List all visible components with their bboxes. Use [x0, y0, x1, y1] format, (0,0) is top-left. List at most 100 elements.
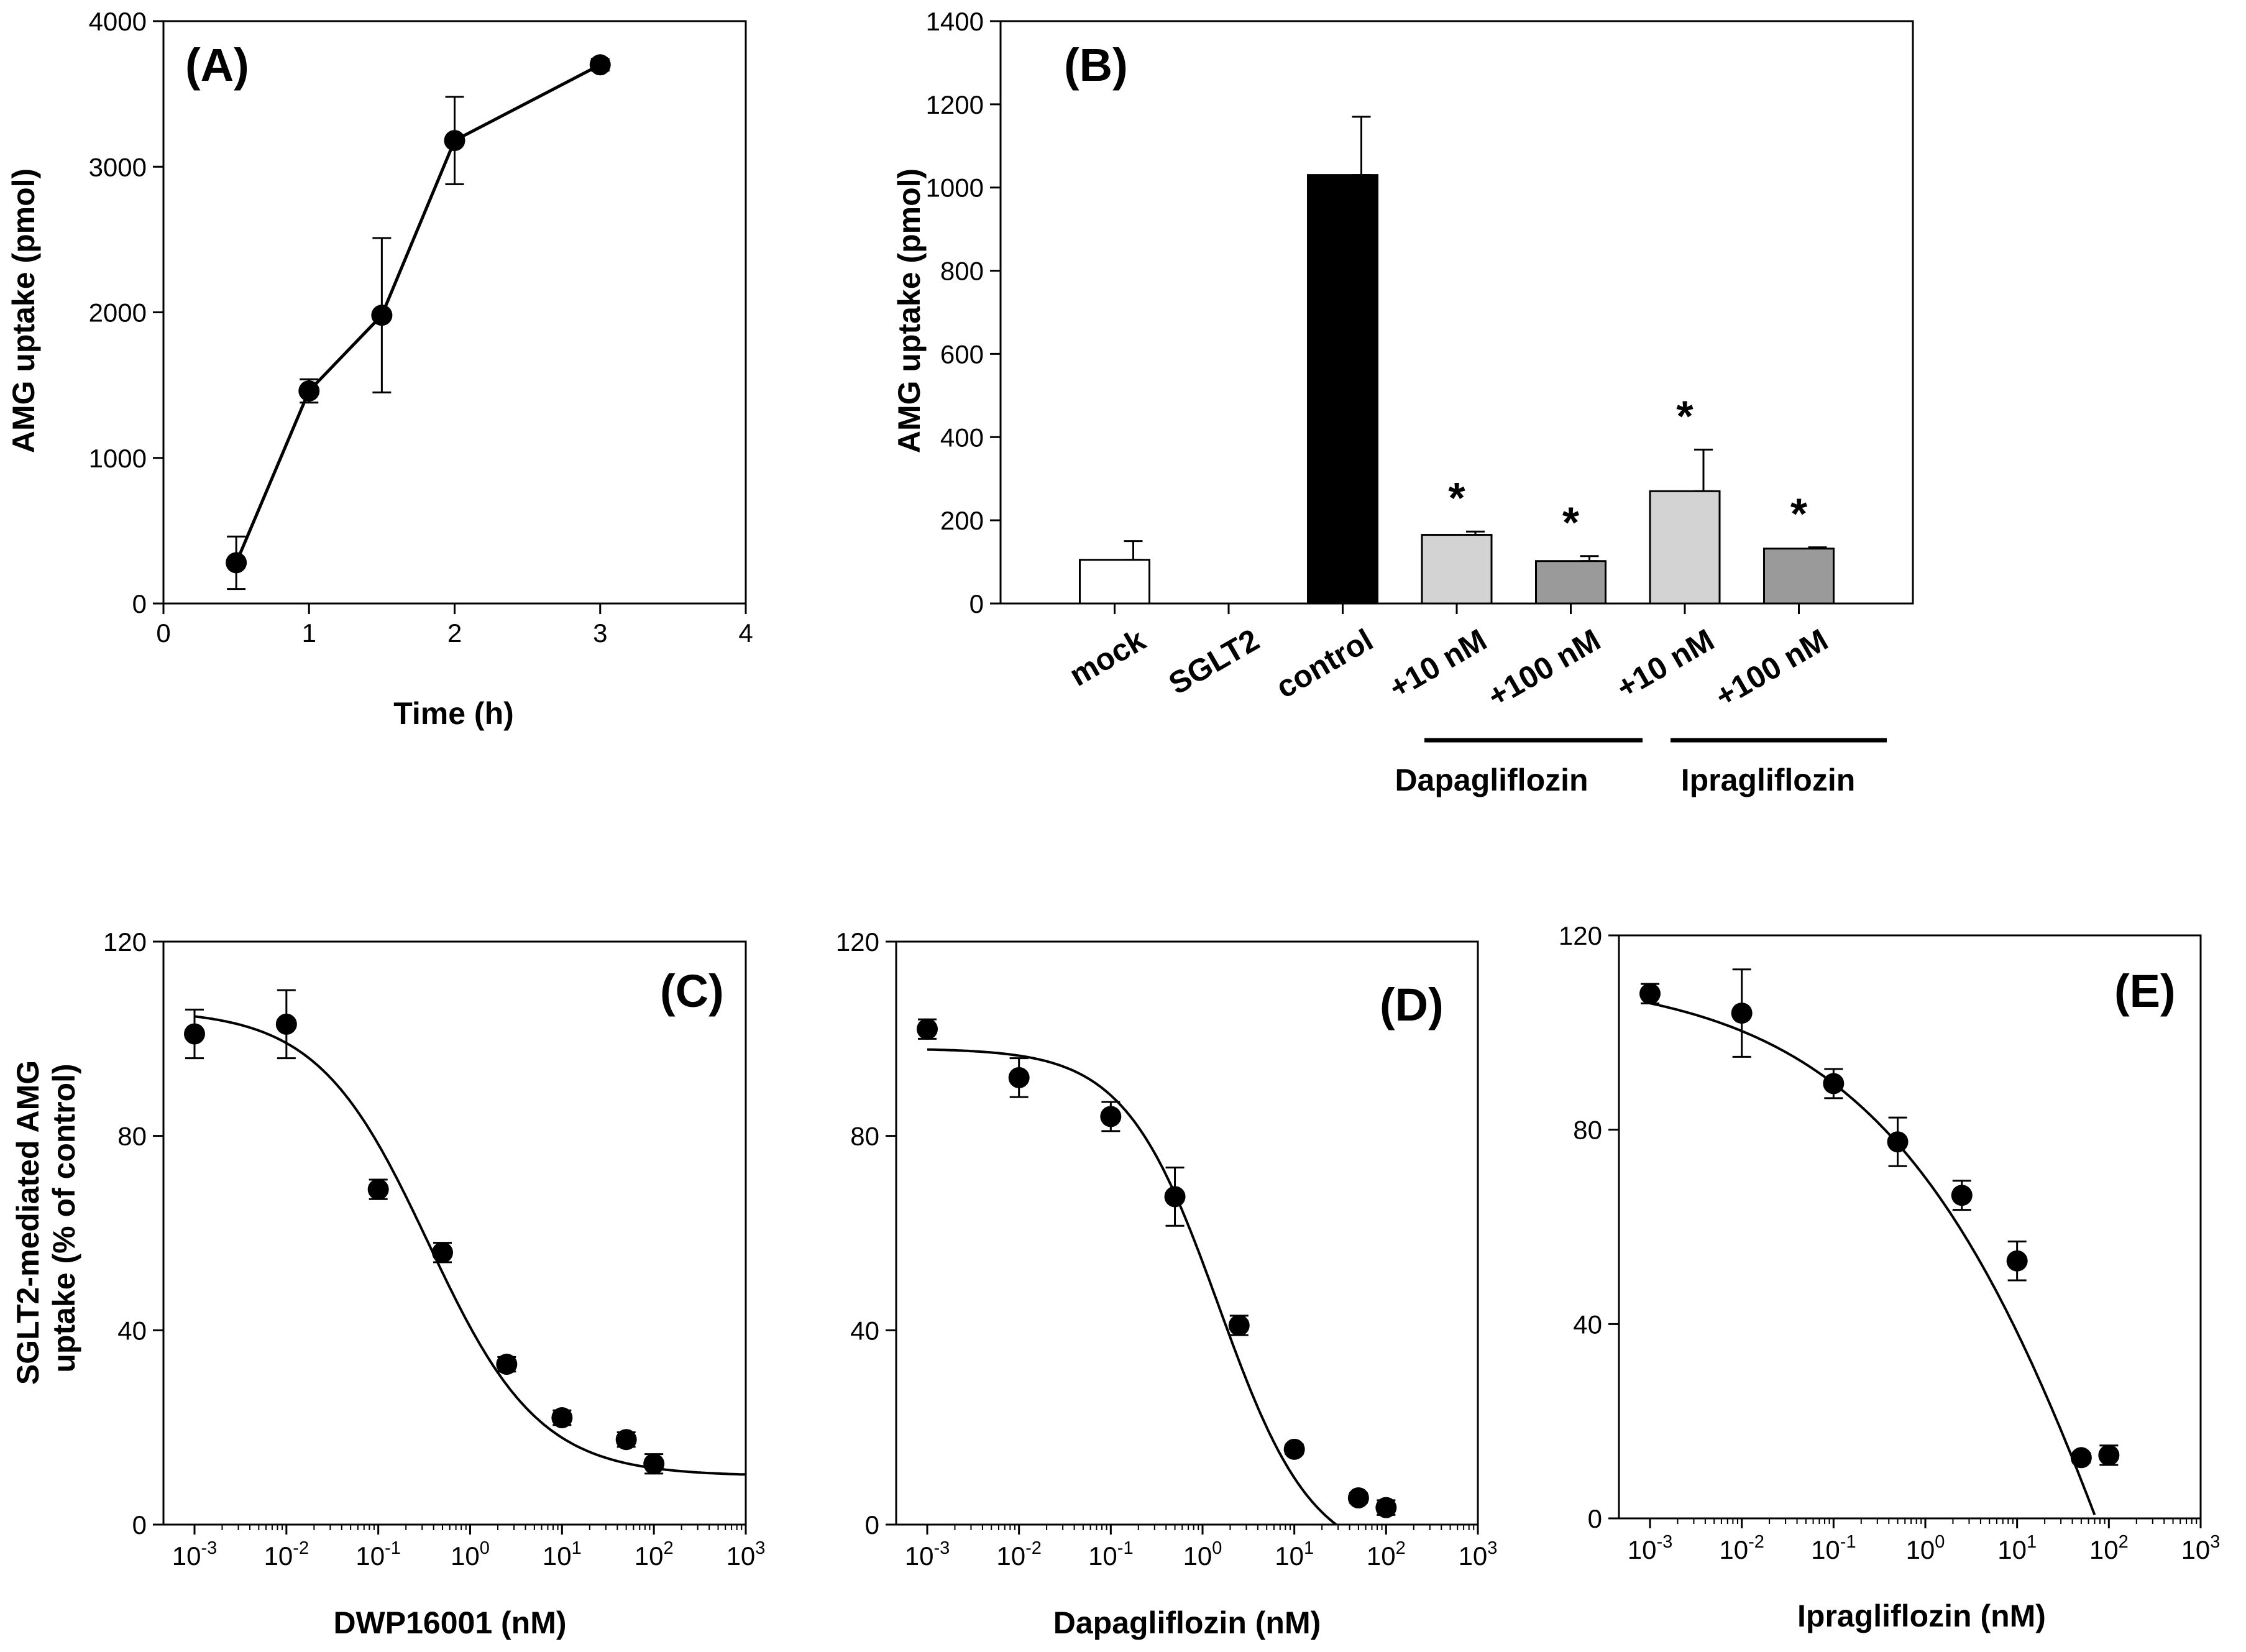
x-tick-label: 103 — [727, 1538, 766, 1571]
y-tick-label: 1400 — [926, 7, 984, 36]
y-tick-label: 1000 — [89, 444, 147, 473]
x-tick-label: 10-3 — [905, 1538, 950, 1571]
data-point — [1887, 1131, 1909, 1153]
significance-star: * — [1448, 474, 1465, 522]
panel-a-plot: 0 1000 2000 3000 4000 0 1 2 3 4 — [89, 7, 753, 648]
panel-e-plot: 0 40 80 120 10-3 10-2 10-1 100 101 102 103 — [1559, 921, 2221, 1564]
x-tick-label: 2 — [447, 618, 462, 648]
x-tick-label: 100 — [451, 1538, 490, 1571]
axis-label-c-y-line2: uptake (% of control) — [47, 1063, 81, 1372]
x-tick-label: 102 — [635, 1538, 674, 1571]
axis-label-a-x: Time (h) — [393, 696, 514, 731]
y-tick-label: 80 — [850, 1122, 879, 1151]
fit-curve — [1649, 1002, 2096, 1516]
y-tick-label: 40 — [117, 1316, 147, 1345]
data-point — [1375, 1497, 1397, 1518]
data-point — [367, 1178, 389, 1200]
x-tick-label: 102 — [1367, 1538, 1406, 1571]
data-point — [444, 130, 465, 152]
bar — [1649, 490, 1721, 605]
bar — [1421, 534, 1493, 605]
panel-label-d: (D) — [1380, 979, 1444, 1030]
bar — [1079, 559, 1150, 605]
y-tick-label: 80 — [1573, 1116, 1602, 1145]
y-tick-label: 120 — [1559, 921, 1602, 950]
data-point — [1731, 1003, 1753, 1024]
axis-label-e-x: Ipragliflozin (nM) — [1797, 1599, 2046, 1633]
significance-star: * — [1790, 490, 1808, 538]
data-point — [2006, 1250, 2028, 1272]
x-tick-label: 3 — [593, 618, 607, 648]
data-point — [1228, 1315, 1250, 1336]
data-point — [589, 54, 611, 76]
y-tick-label: 1200 — [926, 90, 984, 119]
axis-label-c-x: DWP16001 (nM) — [333, 1605, 566, 1640]
x-tick-label: 100 — [1906, 1532, 1945, 1564]
y-tick-label: 0 — [969, 589, 984, 618]
axis-label-c-y: SGLT2-mediated AMG uptake (% of control) — [11, 1052, 81, 1385]
y-tick-label: 0 — [132, 589, 147, 618]
x-tick-label: 4 — [738, 618, 753, 648]
x-tick-label: 1 — [302, 618, 316, 648]
x-tick-label: 10-3 — [1628, 1532, 1673, 1564]
x-tick-label: 0 — [156, 618, 170, 648]
y-tick-label: 2000 — [89, 298, 147, 328]
data-point — [1100, 1106, 1122, 1127]
x-tick-label: 10-1 — [1088, 1538, 1134, 1571]
data-point — [275, 1013, 297, 1035]
data-point — [615, 1429, 637, 1451]
data-point — [1951, 1185, 1973, 1206]
plot-frame — [162, 940, 747, 1526]
bar — [1763, 548, 1835, 605]
axis-label-c-y-line1: SGLT2-mediated AMG — [11, 1060, 45, 1385]
fit-curve — [927, 1048, 1337, 1526]
group-label-ipragliflozin: Ipragliflozin — [1681, 763, 1856, 797]
data-point — [643, 1453, 665, 1475]
y-tick-label: 120 — [836, 927, 879, 957]
x-tick-label: 100 — [1183, 1538, 1222, 1571]
x-tick-label: 10-2 — [264, 1538, 309, 1571]
panel-d-plot: 0 40 80 120 10-3 10-2 10-1 100 101 102 103 — [836, 927, 1498, 1571]
y-tick-label: 120 — [103, 927, 147, 957]
y-tick-label: 80 — [117, 1122, 147, 1151]
y-tick-label: 4000 — [89, 7, 147, 36]
x-tick-label: 10-2 — [1719, 1532, 1764, 1564]
bar — [1307, 174, 1378, 605]
data-point — [431, 1242, 453, 1264]
x-tick-label: 10-3 — [172, 1538, 218, 1571]
plot-frame — [895, 940, 1479, 1526]
panel-b-plot: 0 200 400 600 800 1000 1200 1400 * * * * — [926, 7, 1914, 618]
group-label-dapagliflozin: Dapagliflozin — [1395, 763, 1588, 797]
panel-c-plot: 0 40 80 120 10-3 10-2 10-1 100 101 102 103 — [103, 927, 766, 1571]
data-point — [184, 1023, 205, 1045]
data-point — [1823, 1073, 1845, 1094]
x-tick-label: 10-1 — [1811, 1532, 1856, 1564]
y-tick-label: 0 — [1588, 1504, 1602, 1533]
bar — [1535, 560, 1607, 605]
data-point — [371, 305, 393, 326]
panel-label-a: (A) — [185, 39, 249, 91]
data-point — [1347, 1487, 1369, 1509]
x-tick-label: 103 — [1459, 1538, 1498, 1571]
data-point — [496, 1354, 518, 1375]
y-tick-label: 400 — [940, 423, 984, 452]
data-point — [298, 380, 320, 402]
panel-label-b: (B) — [1064, 39, 1128, 91]
data-point — [1283, 1438, 1305, 1460]
y-tick-label: 40 — [850, 1316, 879, 1345]
x-tick-label: 101 — [1997, 1532, 2037, 1564]
y-tick-label: 1000 — [926, 173, 984, 203]
y-tick-label: 0 — [132, 1510, 147, 1540]
significance-star: * — [1676, 392, 1694, 440]
y-tick-label: 3000 — [89, 152, 147, 181]
x-tick-label: 101 — [543, 1538, 582, 1571]
y-tick-label: 600 — [940, 339, 984, 369]
data-point — [2098, 1444, 2120, 1466]
y-tick-label: 0 — [865, 1510, 879, 1540]
data-point — [551, 1407, 573, 1429]
y-tick-label: 200 — [940, 506, 984, 535]
data-point — [917, 1018, 938, 1040]
x-tick-label: 10-1 — [355, 1538, 401, 1571]
axis-label-b-y: AMG uptake (pmol) — [892, 168, 927, 453]
